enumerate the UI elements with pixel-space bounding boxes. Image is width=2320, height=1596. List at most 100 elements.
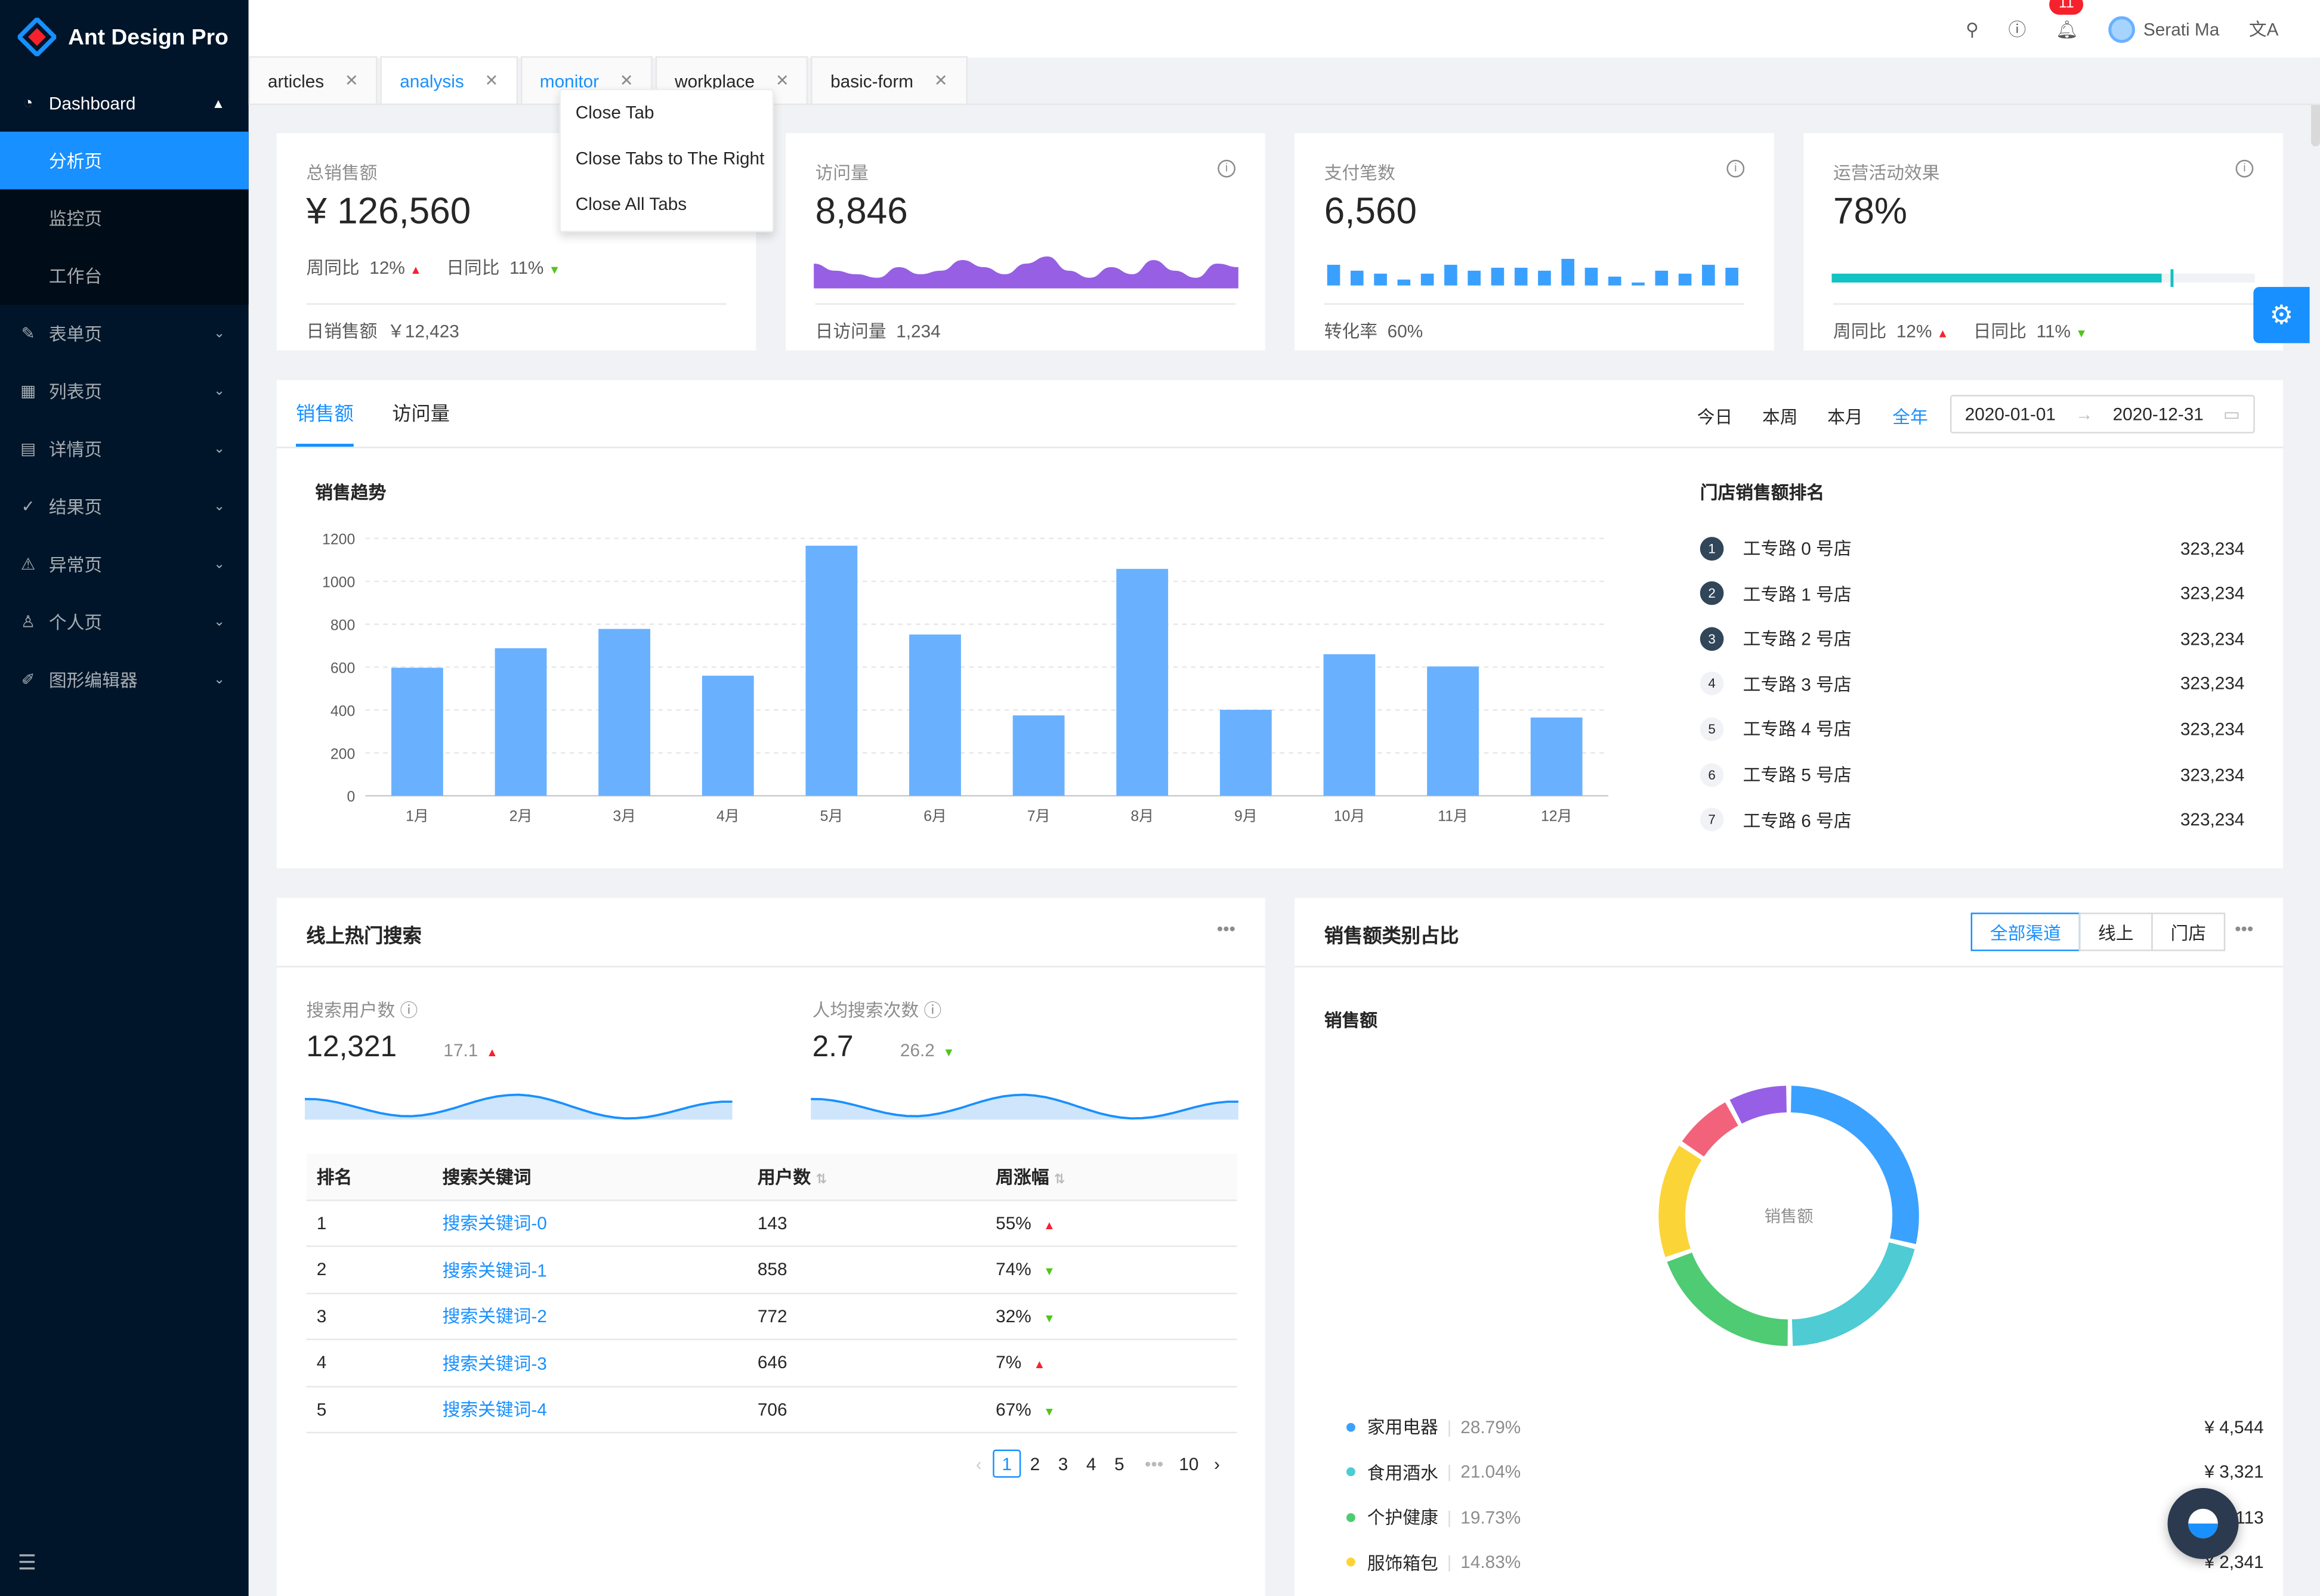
y-tick-label: 400 <box>330 703 355 719</box>
footer-label: 日销售额 <box>306 321 378 342</box>
close-icon[interactable]: ✕ <box>775 72 789 91</box>
tab-label: monitor <box>539 70 600 91</box>
menu-account[interactable]: ♙ 个人页 ⌄ <box>0 593 249 651</box>
page-item[interactable]: 3 <box>1058 1453 1068 1474</box>
donut-slice <box>1682 1102 1738 1157</box>
payment-bar <box>1351 270 1364 286</box>
donut-slice <box>1658 1145 1702 1257</box>
tab-sales[interactable]: 销售额 <box>296 380 354 447</box>
close-icon[interactable]: ✕ <box>484 72 499 91</box>
menu-item-label: 监控页 <box>48 208 103 230</box>
payment-bar <box>1514 267 1528 286</box>
sort-icon: ⇅ <box>1054 1171 1065 1186</box>
keyword-link[interactable]: 搜索关键词-1 <box>442 1260 547 1281</box>
menu-editor[interactable]: ✐ 图形编辑器 ⌄ <box>0 651 249 709</box>
app-title: Ant Design Pro <box>68 24 228 50</box>
change-cell: 74% ▼ <box>996 1259 1237 1280</box>
close-tabs-right-menu-item[interactable]: Close Tabs to The Right <box>575 148 765 169</box>
prev-page-icon[interactable]: ‹ <box>975 1453 982 1474</box>
x-tick-label: 6月 <box>923 808 947 824</box>
menu-item-monitor[interactable]: 监控页 <box>0 189 249 247</box>
keyword-link[interactable]: 搜索关键词-2 <box>442 1306 547 1328</box>
info-icon[interactable]: i <box>1726 159 1745 178</box>
stat-footer: 转化率 60% <box>1324 303 1745 343</box>
segment-store[interactable]: 门店 <box>2151 913 2226 951</box>
tab-basic-form[interactable]: basic-form ✕ <box>811 56 967 104</box>
user-menu[interactable]: Serati Ma <box>2108 16 2219 42</box>
date-range-picker[interactable]: 2020-01-01 → 2020-12-31 ▭ <box>1950 395 2255 434</box>
info-icon[interactable]: ⓘ <box>400 1000 418 1021</box>
stat-label: 运营活动效果 <box>1833 162 1940 184</box>
page-item[interactable]: 2 <box>1030 1453 1040 1474</box>
menu-exception[interactable]: ⚠ 异常页 ⌄ <box>0 536 249 593</box>
segment-all[interactable]: 全部渠道 <box>1970 913 2081 951</box>
tab-articles[interactable]: articles ✕ <box>248 56 378 104</box>
next-page-icon[interactable]: › <box>1214 1453 1220 1474</box>
page-item[interactable]: ••• <box>1144 1453 1164 1474</box>
chevron-down-icon: ⌄ <box>214 441 225 456</box>
footer-value: ￥12,423 <box>387 321 459 342</box>
segment-online[interactable]: 线上 <box>2078 913 2153 951</box>
col-change[interactable]: 周涨幅 ⇅ <box>996 1164 1237 1189</box>
progress-target-marker <box>2170 269 2173 287</box>
info-icon[interactable]: i <box>1218 159 1235 178</box>
keyword-link[interactable]: 搜索关键词-0 <box>442 1213 547 1235</box>
x-tick-label: 2月 <box>509 808 533 824</box>
menu-fold-icon[interactable]: ☰ <box>17 1550 36 1574</box>
page-item[interactable]: 1 <box>993 1449 1021 1478</box>
table-row: 1 搜索关键词-0 143 55% ▲ <box>306 1201 1237 1247</box>
footer-label: 转化率 <box>1324 321 1378 342</box>
tab-visits[interactable]: 访问量 <box>392 402 450 425</box>
rank-cell: 4 <box>316 1352 327 1374</box>
info-icon[interactable]: i <box>2235 159 2254 178</box>
close-icon[interactable]: ✕ <box>934 72 948 91</box>
keyword-link[interactable]: 搜索关键词-3 <box>442 1353 547 1374</box>
divider <box>276 446 2283 449</box>
page-item[interactable]: 4 <box>1086 1453 1096 1474</box>
close-tab-menu-item[interactable]: Close Tab <box>575 102 654 123</box>
range-week[interactable]: 本周 <box>1762 407 1798 428</box>
close-icon[interactable]: ✕ <box>619 72 634 91</box>
menu-label: 结果页 <box>48 497 103 518</box>
menu-dashboard[interactable]: ◔ Dashboard ▲ <box>0 74 249 132</box>
menu-result[interactable]: ✓ 结果页 ⌄ <box>0 478 249 536</box>
stat-label: 总销售额 <box>306 162 378 184</box>
notification-bell[interactable]: 🔔︎ 11 <box>2050 0 2083 39</box>
users-cell: 772 <box>757 1306 787 1327</box>
ellipsis-icon[interactable]: ••• <box>1216 918 1235 939</box>
menu-profile[interactable]: ▤ 详情页 ⌄ <box>0 420 249 478</box>
menu-form[interactable]: ✎ 表单页 ⌄ <box>0 305 249 363</box>
close-all-tabs-menu-item[interactable]: Close All Tabs <box>575 193 687 215</box>
keyword-link[interactable]: 搜索关键词-4 <box>442 1399 547 1421</box>
menu-list[interactable]: ▦ 列表页 ⌄ <box>0 363 249 420</box>
menu-item-analysis[interactable]: 分析页 <box>0 131 249 190</box>
sales-bar <box>495 648 547 796</box>
users-cell: 646 <box>757 1352 787 1374</box>
date-end: 2020-12-31 <box>2112 404 2204 425</box>
store-value: 323,234 <box>2180 763 2245 785</box>
menu-item-workplace[interactable]: 工作台 <box>0 247 249 305</box>
page-item[interactable]: 5 <box>1114 1453 1125 1474</box>
floating-action-button[interactable] <box>2167 1487 2239 1560</box>
info-icon[interactable]: ⓘ <box>923 1000 942 1021</box>
tab-analysis[interactable]: analysis ✕ <box>380 56 518 104</box>
col-users[interactable]: 用户数 ⇅ <box>758 1164 996 1189</box>
stat-label: 访问量 <box>815 162 869 184</box>
range-month[interactable]: 本月 <box>1827 407 1863 428</box>
menu-item-label: 工作台 <box>48 266 103 287</box>
range-year[interactable]: 全年 <box>1892 407 1928 428</box>
ellipsis-icon[interactable]: ••• <box>2235 918 2254 939</box>
users-cell: 858 <box>757 1259 787 1280</box>
caret-up-icon: ▲ <box>486 1046 498 1059</box>
logo[interactable]: Ant Design Pro <box>0 0 249 74</box>
range-today[interactable]: 今日 <box>1697 407 1733 428</box>
translate-icon[interactable]: 文A <box>2248 19 2279 40</box>
page-item[interactable]: 10 <box>1179 1453 1199 1474</box>
payment-bar <box>1725 267 1738 286</box>
search-icon[interactable]: ⚲ <box>1966 18 1979 39</box>
close-icon[interactable]: ✕ <box>344 72 359 91</box>
change-value: 32% <box>996 1306 1031 1327</box>
arrow-right-icon: → <box>2075 404 2093 425</box>
settings-drawer-button[interactable]: ⚙ <box>2253 287 2310 344</box>
help-icon[interactable]: ⓘ <box>2008 19 2026 40</box>
